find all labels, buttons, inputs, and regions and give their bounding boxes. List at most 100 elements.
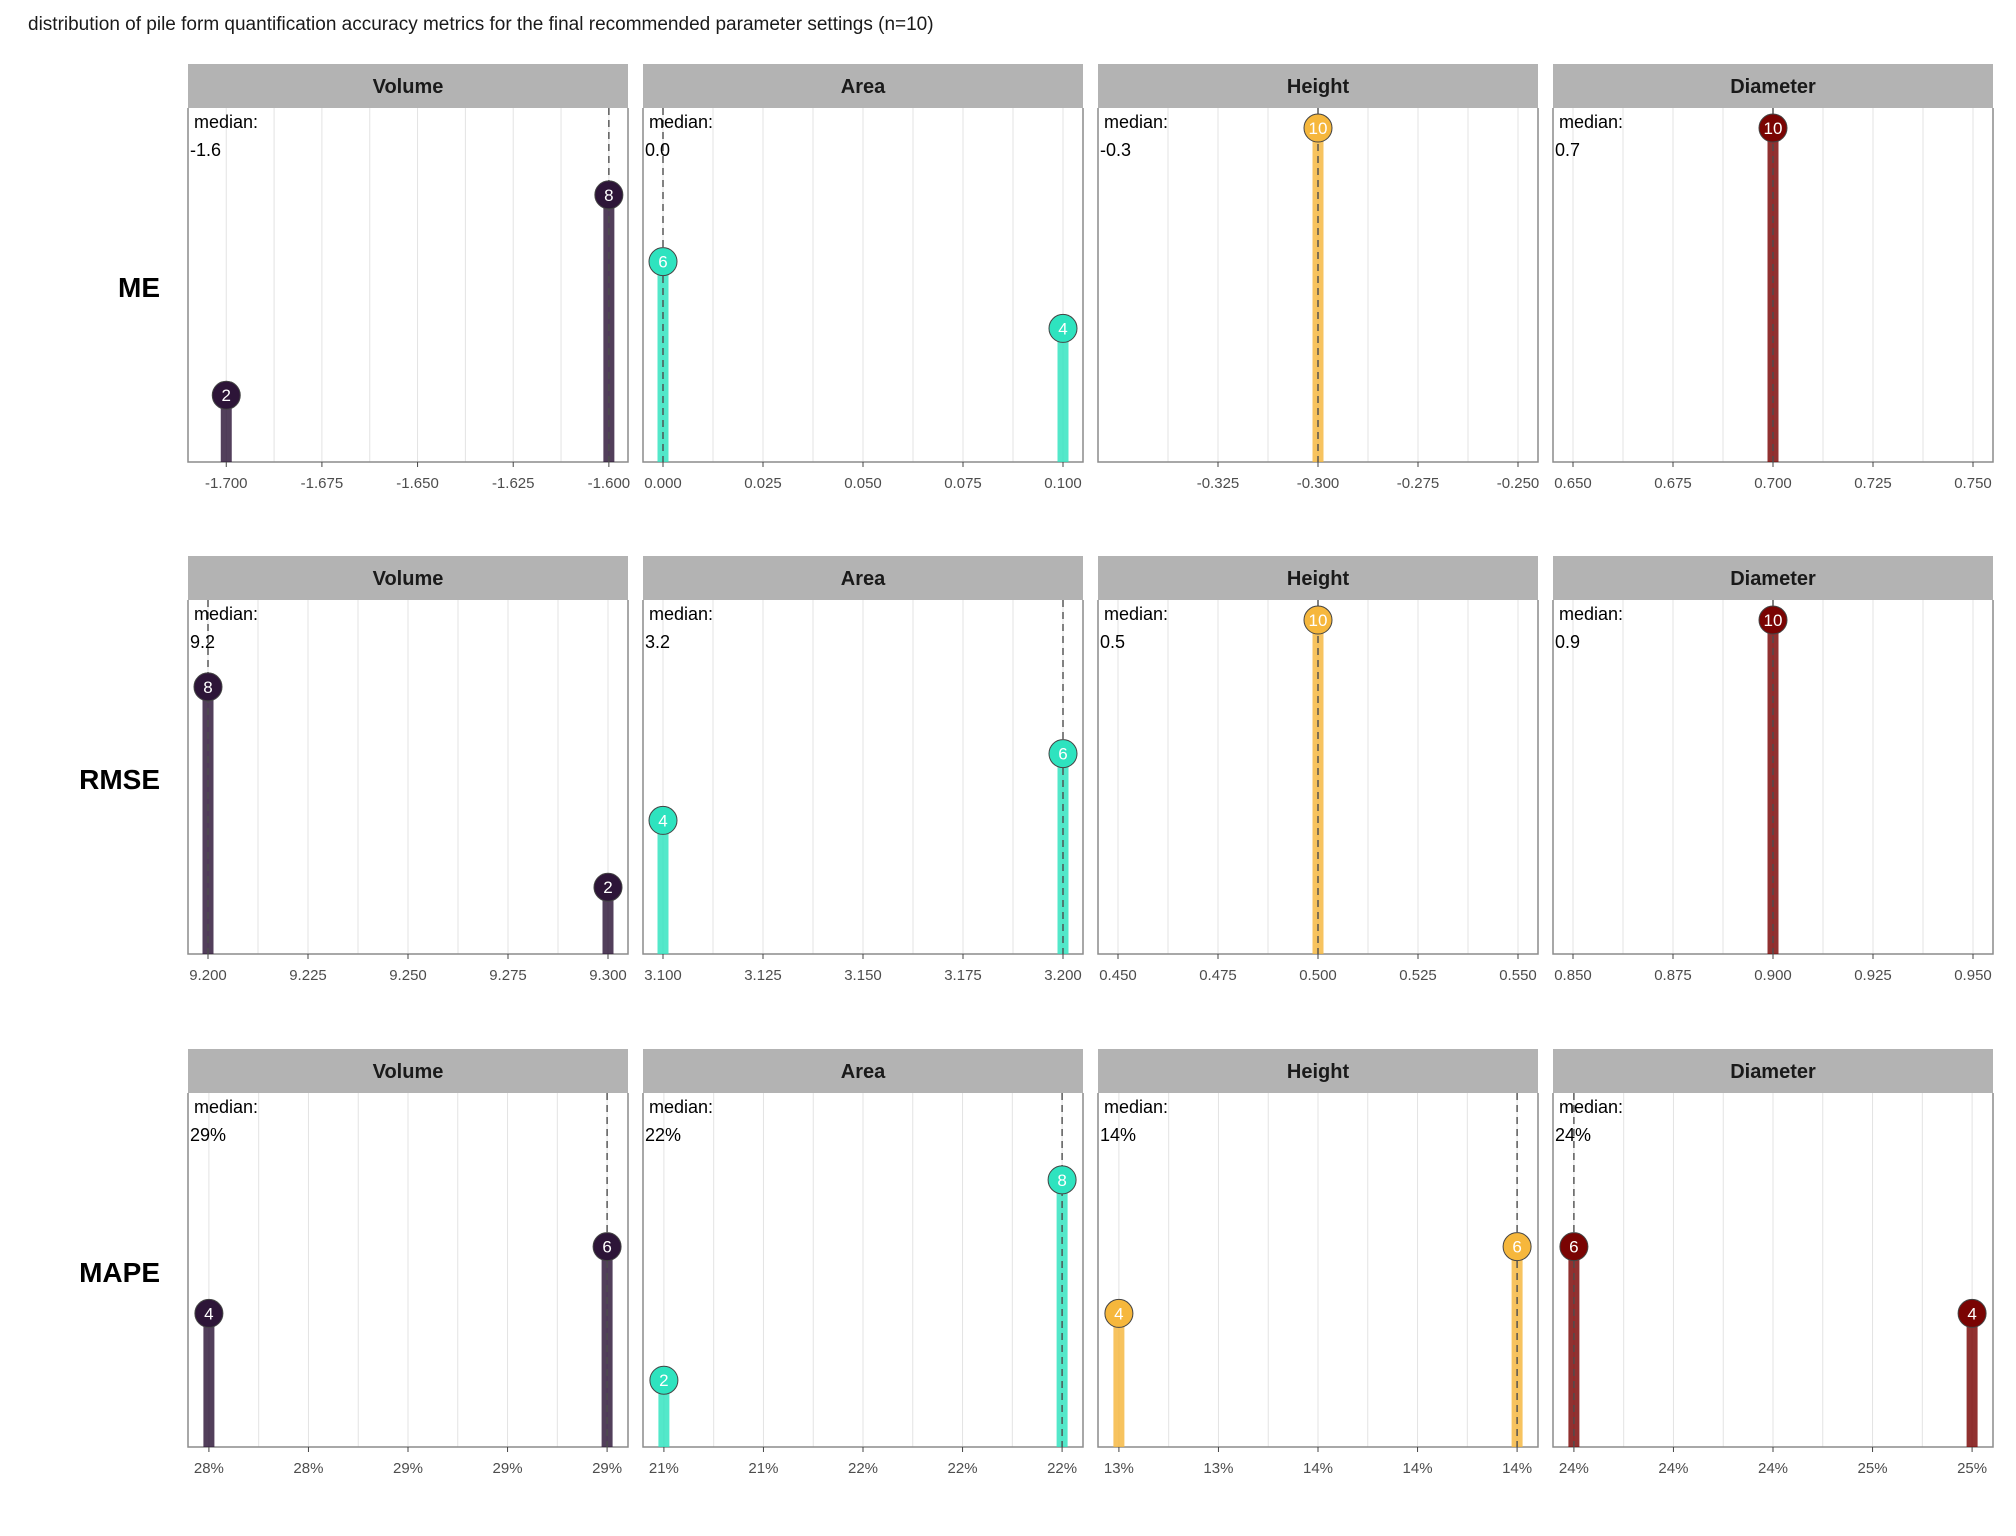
panel-rmse-volume: Volume 9.200 9.225 9.250 9.275 9.300 8 2 median:… xyxy=(187,556,629,984)
x-tick-label: 24% xyxy=(1658,1460,1688,1477)
facet-strip-label: Diameter xyxy=(1730,1061,1816,1083)
median-annotation-label: median: xyxy=(649,1097,713,1117)
lollipop-point xyxy=(648,805,678,835)
lollipop-point xyxy=(593,872,623,902)
x-tick-label: 0.875 xyxy=(1654,967,1692,984)
lollipop-point xyxy=(1758,605,1788,635)
facet-strip-label: Height xyxy=(1287,568,1350,590)
panel-mape-diameter: Diameter 24% 24% 24% 25% 25% 6 4 median: 24% xyxy=(1552,1049,1994,1477)
median-annotation-label: median: xyxy=(1104,112,1168,132)
x-tick-label: 9.250 xyxy=(389,967,427,984)
panel-rmse-area: Area 3.100 3.125 3.150 3.175 3.200 4 6 median: 3.… xyxy=(642,556,1084,984)
point-count-label: 10 xyxy=(1309,119,1328,138)
lollipop-point xyxy=(193,672,223,702)
x-tick-label: 21% xyxy=(748,1460,778,1477)
x-tick-label: 22% xyxy=(1047,1460,1077,1477)
lollipop-point xyxy=(594,180,624,210)
x-tick-label: 25% xyxy=(1858,1460,1888,1477)
median-annotation-label: median: xyxy=(194,112,258,132)
point-count-label: 2 xyxy=(603,878,612,897)
panel-mape-area: Area 21% 21% 22% 22% 22% 2 8 median: 22% xyxy=(642,1049,1084,1477)
x-tick-label: 0.075 xyxy=(944,475,982,492)
facet-strip xyxy=(1553,556,1993,600)
median-annotation-label: median: xyxy=(649,604,713,624)
lollipop-point xyxy=(1048,313,1078,343)
facet-strip-label: Height xyxy=(1287,76,1350,98)
x-tick-label: 9.275 xyxy=(489,967,527,984)
lollipop-point xyxy=(1303,113,1333,143)
point-count-label: 2 xyxy=(222,386,231,405)
x-tick-label: -0.325 xyxy=(1197,475,1240,492)
lollipop-point xyxy=(592,1232,622,1262)
lollipop-point xyxy=(1048,739,1078,769)
lollipop-point xyxy=(1047,1165,1077,1195)
facet-strip xyxy=(1098,556,1538,600)
point-count-label: 8 xyxy=(604,186,613,205)
lollipop-point xyxy=(1559,1232,1589,1262)
median-annotation-value: 22% xyxy=(645,1125,681,1145)
x-tick-label: 0.550 xyxy=(1499,967,1537,984)
x-tick-label: -1.600 xyxy=(588,475,631,492)
x-tick-label: 14% xyxy=(1303,1460,1333,1477)
x-tick-label: 29% xyxy=(592,1460,622,1477)
median-annotation-value: 29% xyxy=(190,1125,226,1145)
facet-strip xyxy=(1098,64,1538,108)
median-annotation-label: median: xyxy=(1559,1097,1623,1117)
x-tick-label: 9.225 xyxy=(289,967,327,984)
point-count-label: 6 xyxy=(1058,745,1067,764)
facet-strip xyxy=(1553,64,1993,108)
x-tick-label: 28% xyxy=(194,1460,224,1477)
facet-strip xyxy=(1098,1049,1538,1093)
median-annotation-value: 3.2 xyxy=(645,632,670,652)
point-count-label: 2 xyxy=(659,1371,668,1390)
point-count-label: 6 xyxy=(602,1238,611,1257)
facet-strip xyxy=(643,556,1083,600)
median-annotation-label: median: xyxy=(194,1097,258,1117)
point-count-label: 10 xyxy=(1309,611,1328,630)
point-count-label: 4 xyxy=(1114,1304,1123,1323)
facet-strip-label: Area xyxy=(841,76,886,98)
panel-me-diameter: Diameter 0.650 0.675 0.700 0.725 0.750 10 media… xyxy=(1552,64,1994,492)
panel-background xyxy=(188,108,628,462)
x-tick-label: 0.725 xyxy=(1854,475,1892,492)
x-tick-label: 3.150 xyxy=(844,967,882,984)
facet-strip-label: Area xyxy=(841,1061,886,1083)
x-tick-label: 0.000 xyxy=(644,475,682,492)
x-tick-label: 3.200 xyxy=(1044,967,1082,984)
median-annotation-value: 0.7 xyxy=(1555,140,1580,160)
x-tick-label: 3.175 xyxy=(944,967,982,984)
facet-strip-label: Area xyxy=(841,568,886,590)
panel-mape-height: Height 13% 13% 14% 14% 14% 4 6 median: 14% xyxy=(1097,1049,1539,1477)
x-tick-label: 22% xyxy=(848,1460,878,1477)
panel-me-area: Area 0.000 0.025 0.050 0.075 0.100 6 4 median: 0.… xyxy=(642,64,1084,492)
x-tick-label: -1.675 xyxy=(301,475,344,492)
lollipop-point xyxy=(648,247,678,277)
panel-rmse-diameter: Diameter 0.850 0.875 0.900 0.925 0.950 10 media… xyxy=(1552,556,1994,984)
facet-strip-label: Volume xyxy=(373,568,444,590)
point-count-label: 6 xyxy=(658,253,667,272)
point-count-label: 4 xyxy=(204,1304,213,1323)
x-tick-label: 9.300 xyxy=(589,967,627,984)
row-label-me: ME xyxy=(118,272,160,303)
median-annotation-value: 0.9 xyxy=(1555,632,1580,652)
x-tick-label: 0.450 xyxy=(1099,967,1137,984)
point-count-label: 8 xyxy=(203,678,212,697)
lollipop-point xyxy=(1303,605,1333,635)
median-annotation-value: -1.6 xyxy=(190,140,221,160)
x-tick-label: 29% xyxy=(493,1460,523,1477)
x-tick-label: 28% xyxy=(293,1460,323,1477)
facet-strip xyxy=(643,1049,1083,1093)
x-tick-label: 25% xyxy=(1957,1460,1987,1477)
x-tick-label: -0.250 xyxy=(1497,475,1540,492)
point-count-label: 4 xyxy=(1058,319,1067,338)
x-tick-label: 3.100 xyxy=(644,967,682,984)
median-annotation-label: median: xyxy=(1559,604,1623,624)
x-tick-label: -1.650 xyxy=(396,475,439,492)
panel-rmse-height: Height 0.450 0.475 0.500 0.525 0.550 10 median:… xyxy=(1097,556,1539,984)
median-annotation-label: median: xyxy=(1104,1097,1168,1117)
x-tick-label: 0.475 xyxy=(1199,967,1237,984)
lollipop-point xyxy=(1104,1298,1134,1328)
row-label-mape: MAPE xyxy=(79,1257,160,1288)
point-count-label: 4 xyxy=(1967,1304,1976,1323)
